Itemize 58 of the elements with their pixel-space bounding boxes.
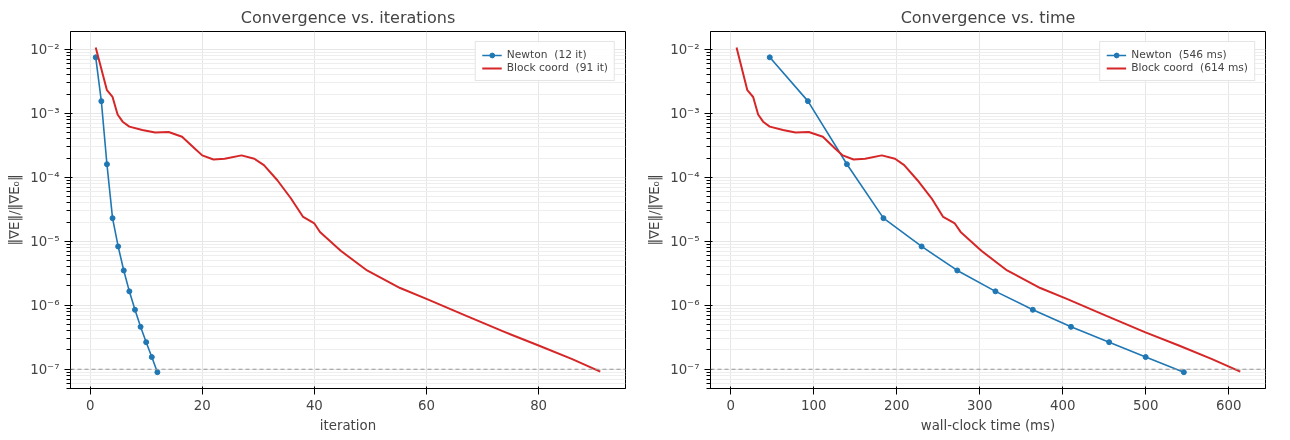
y-axis-title: ‖∇E‖/‖∇E₀‖ (7, 174, 24, 246)
x-tick-label: 20 (193, 397, 211, 413)
point (148, 354, 155, 361)
point (98, 98, 105, 105)
point (1142, 354, 1149, 361)
x-axis-title: iteration (319, 417, 377, 433)
x-tick-label: 80 (530, 397, 548, 413)
y-tick-label: 10⁻⁶ (30, 297, 60, 313)
point (137, 323, 144, 330)
chart-title: Convergence vs. iterations (240, 7, 456, 27)
y-tick-label: 10⁻² (670, 41, 700, 57)
point (880, 215, 887, 222)
x-tick-label: 300 (966, 397, 993, 413)
point (143, 339, 150, 346)
legend-label: Block coord (614 ms) (1131, 61, 1248, 74)
point (1180, 369, 1187, 376)
legend-label: Block coord (91 it) (506, 61, 608, 74)
point (804, 98, 811, 105)
point (126, 288, 133, 295)
y-tick-label: 10⁻² (30, 41, 60, 57)
point (115, 243, 122, 250)
point (843, 161, 850, 168)
point (992, 288, 999, 295)
x-tick-label: 0 (726, 397, 735, 413)
y-tick-label: 10⁻⁵ (670, 233, 700, 249)
x-axis-title: wall-clock time (ms) (920, 417, 1056, 433)
y-tick-label: 10⁻⁶ (670, 297, 700, 313)
x-tick-label: 200 (884, 397, 910, 413)
x-tick-label: 0 (85, 397, 95, 413)
x-tick-label: 400 (1049, 397, 1076, 413)
point (1029, 306, 1036, 313)
y-tick-label: 10⁻⁷ (30, 361, 60, 377)
x-tick-label: 100 (801, 397, 827, 413)
legend-label: Newton (546 ms) (1131, 48, 1227, 61)
y-axis-title: ‖∇E‖/‖∇E₀‖ (647, 174, 664, 246)
point (109, 215, 116, 222)
point (766, 54, 773, 61)
point (954, 267, 961, 274)
point (154, 369, 161, 376)
x-tick-label: 600 (1215, 397, 1242, 413)
y-tick-label: 10⁻³ (670, 105, 700, 121)
y-tick-label: 10⁻³ (30, 105, 60, 121)
point (131, 306, 138, 313)
y-tick-label: 10⁻⁷ (670, 361, 700, 377)
chart-title: Convergence vs. time (900, 7, 1076, 27)
point (1106, 339, 1113, 346)
point (92, 54, 99, 61)
x-tick-label: 40 (305, 397, 323, 413)
x-tick-label: 500 (1132, 397, 1159, 413)
point (103, 161, 110, 168)
y-tick-label: 10⁻⁴ (30, 169, 60, 185)
point (1067, 323, 1074, 330)
point (918, 243, 925, 250)
x-tick-label: 60 (418, 397, 435, 413)
y-tick-label: 10⁻⁴ (670, 169, 700, 185)
y-tick-label: 10⁻⁵ (30, 233, 60, 249)
legend-label: Newton (12 it) (506, 48, 587, 61)
point (120, 267, 127, 274)
